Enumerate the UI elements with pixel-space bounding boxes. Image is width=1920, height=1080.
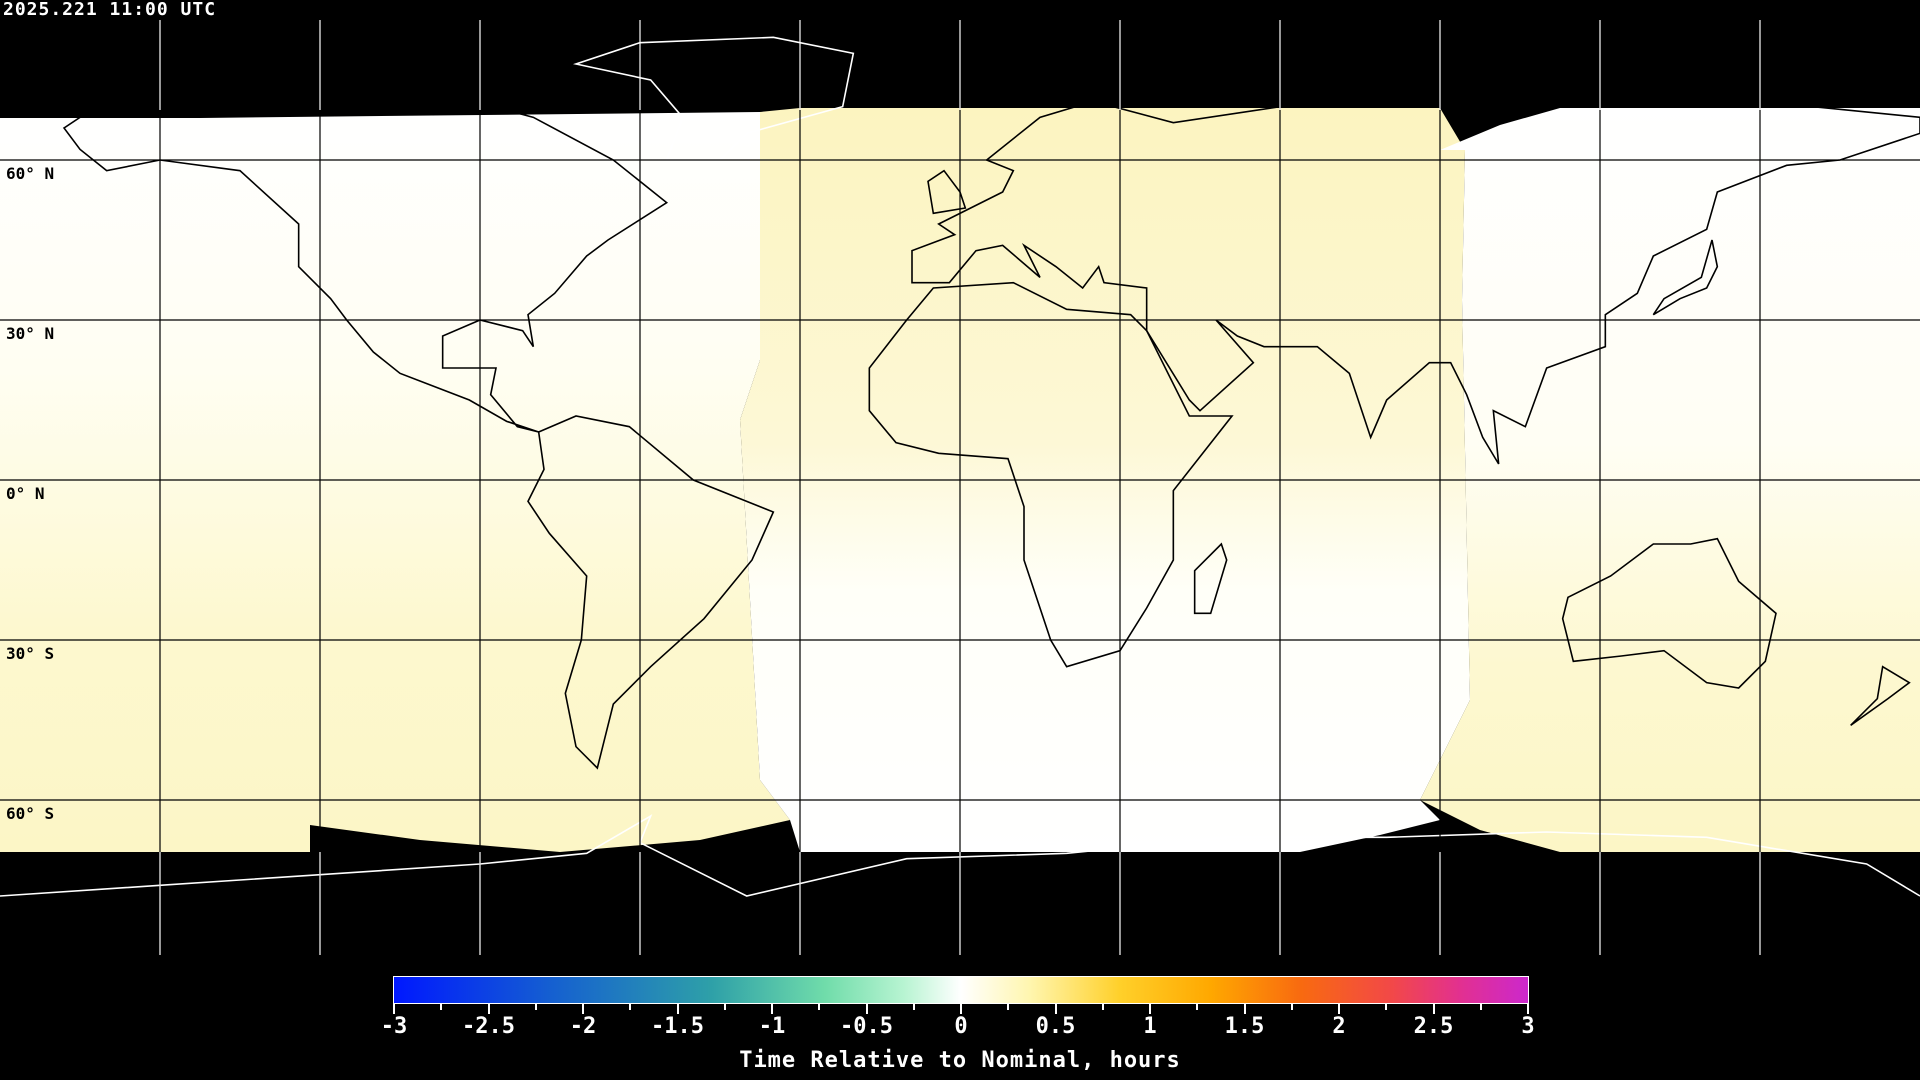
colorbar-tick-label: -0.5 — [840, 1014, 893, 1039]
colorbar-tick — [771, 1004, 773, 1014]
colorbar-tick — [1196, 1004, 1199, 1010]
coastline-new-zealand — [1850, 665, 1911, 726]
colorbar-tick — [393, 1004, 395, 1014]
colorbar-tick — [818, 1004, 821, 1010]
colorbar-tick — [1149, 1004, 1151, 1014]
colorbar-title: Time Relative to Nominal, hours — [739, 1048, 1181, 1073]
lat-label-30s: 30° S — [6, 644, 55, 663]
colorbar-tick-label: -1 — [758, 1014, 786, 1039]
colorbar-tick — [629, 1004, 632, 1010]
colorbar-tick — [912, 1004, 915, 1010]
colorbar-tick — [1385, 1004, 1388, 1010]
colorbar — [393, 976, 1529, 1004]
timestamp: 2025.221 11:00 UTC — [3, 0, 217, 20]
graticule — [0, 20, 1920, 955]
colorbar-tick — [960, 1004, 962, 1014]
coastline-south-america — [527, 415, 775, 770]
colorbar-tick — [865, 1004, 868, 1014]
coastline-eurasia — [911, 68, 1920, 465]
colorbar-tick — [1527, 1004, 1529, 1014]
lat-label-60n: 60° N — [6, 164, 55, 183]
lat-label-60s: 60° S — [6, 804, 55, 823]
coastline-greenland — [572, 36, 855, 161]
colorbar-tick-label: 0 — [954, 1014, 968, 1039]
colorbar-tick-label: -3 — [380, 1014, 408, 1039]
colorbar-tick — [534, 1004, 537, 1010]
coastline-japan — [1652, 239, 1719, 316]
colorbar-tick — [1290, 1004, 1293, 1010]
coastline-antarctica — [0, 814, 1920, 897]
colorbar-tick — [440, 1004, 443, 1010]
colorbar-tick — [1338, 1004, 1340, 1014]
coastline-australia — [1561, 537, 1777, 689]
colorbar-tick-label: 1 — [1143, 1014, 1157, 1039]
colorbar-tick — [1007, 1004, 1010, 1010]
colorbar-tick-label: 1.5 — [1224, 1014, 1265, 1039]
colorbar-tick-label: -2.5 — [462, 1014, 515, 1039]
colorbar-tick — [1479, 1004, 1482, 1010]
lat-label-0n: 0° N — [6, 484, 45, 503]
colorbar-tick — [1243, 1004, 1246, 1014]
lat-label-30n: 30° N — [6, 324, 55, 343]
coastline-madagascar — [1193, 542, 1228, 615]
colorbar-tick — [1101, 1004, 1104, 1010]
colorbar-tick — [723, 1004, 726, 1010]
colorbar-tick-label: -1.5 — [651, 1014, 704, 1039]
colorbar-tick — [582, 1004, 584, 1014]
colorbar-tick — [1054, 1004, 1057, 1014]
coastline-africa — [868, 281, 1234, 668]
world-map — [0, 20, 1920, 955]
colorbar-tick-label: 2.5 — [1413, 1014, 1454, 1039]
colorbar-tick — [1432, 1004, 1435, 1014]
colorbar-tick-label: 3 — [1521, 1014, 1535, 1039]
colorbar-tick-label: 2 — [1332, 1014, 1346, 1039]
colorbar-tick-label: 0.5 — [1035, 1014, 1076, 1039]
colorbar-tick — [487, 1004, 490, 1014]
coverage-region-west — [0, 112, 790, 852]
colorbar-tick-label: -2 — [569, 1014, 597, 1039]
colorbar-tick — [676, 1004, 679, 1014]
